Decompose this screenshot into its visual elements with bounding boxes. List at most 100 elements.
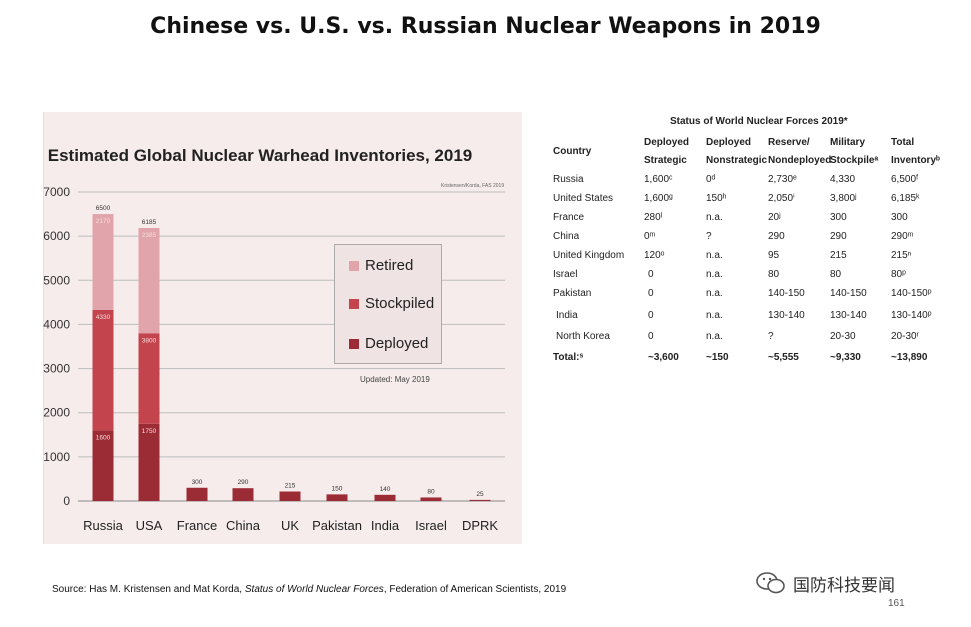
bar-total-label: 6185 xyxy=(142,219,157,226)
y-tick-label: 3000 xyxy=(43,362,70,376)
legend-label: Stockpiled xyxy=(365,295,435,312)
table-row: Pakistan 0 n.a. 140-150 140-150 140-150ᵖ xyxy=(550,288,950,306)
brand-name: 国防科技要闻 xyxy=(793,575,895,595)
table-cell: China xyxy=(553,231,580,242)
bar-retired xyxy=(138,227,160,334)
table-cell: 290ᵐ xyxy=(891,231,914,242)
table-header-cell: Country xyxy=(553,146,592,157)
bar-data-label: 140 xyxy=(380,486,391,493)
table-cell: United States xyxy=(553,193,614,204)
y-tick-label: 5000 xyxy=(43,273,70,287)
x-tick-label: India xyxy=(371,518,400,533)
table-cell: 120ᵒ xyxy=(644,250,665,261)
bar-data-label: 2170 xyxy=(96,218,111,225)
chart-panel xyxy=(43,112,522,544)
table-cell: North Korea xyxy=(556,331,610,342)
bar-data-label: 4330 xyxy=(96,314,111,321)
table-cell: 130-140 xyxy=(768,310,805,321)
x-tick-label: DPRK xyxy=(462,518,498,533)
table-cell: 300 xyxy=(830,212,847,223)
chart-title: Estimated Global Nuclear Warhead Invento… xyxy=(47,146,473,165)
table-cell: 20-30 xyxy=(830,331,856,342)
x-tick-label: Pakistan xyxy=(312,518,362,533)
x-tick-label: USA xyxy=(136,518,163,533)
slide-title: Chinese vs. U.S. vs. Russian Nuclear Wea… xyxy=(150,14,821,39)
y-tick-label: 2000 xyxy=(43,406,70,420)
table-cell: 1,600ᵍ xyxy=(644,193,673,204)
table-cell: 290 xyxy=(830,231,847,242)
table-cell: India xyxy=(556,310,578,321)
table-header-cell: Reserve/ xyxy=(768,137,810,148)
x-tick-label: UK xyxy=(281,518,299,533)
legend-label: Retired xyxy=(365,257,414,274)
table-cell: France xyxy=(553,212,585,223)
legend-swatch-stockpiled xyxy=(349,298,359,309)
y-tick-label: 1000 xyxy=(43,450,70,464)
table-row: India 0 n.a. 130-140 130-140 130-140ᵖ xyxy=(550,310,950,328)
x-tick-label: Israel xyxy=(415,518,447,533)
table-cell: 0ᵈ xyxy=(706,174,716,185)
bar-data-label: 3800 xyxy=(142,337,157,344)
table-cell: 150ʰ xyxy=(706,193,727,204)
table-cell: n.a. xyxy=(706,250,723,261)
table-cell: 140-150 xyxy=(830,288,867,299)
table-cell: 130-140ᵖ xyxy=(891,310,932,321)
updated-note: Updated: May 2019 xyxy=(360,375,430,384)
chart-legend: Retired Stockpiled Deployed xyxy=(334,244,442,364)
table-cell: 0 xyxy=(648,288,654,299)
legend-item-retired: Retired xyxy=(349,257,413,274)
chart-credit: Kristensen/Korda, FAS 2019 xyxy=(441,183,505,189)
y-tick-label: 0 xyxy=(63,494,70,508)
table-cell: ~9,330 xyxy=(830,352,861,363)
legend-label: Deployed xyxy=(365,335,429,352)
table-row: North Korea 0 n.a.? 20-30 20-30ʳ xyxy=(550,331,950,349)
y-tick-label: 6000 xyxy=(43,229,70,243)
table-cell: 80 xyxy=(830,269,842,280)
table-header-cell: Nonstrategic xyxy=(706,155,768,166)
table-row: France 280ˡ n.a. 20ʲ 300 300 xyxy=(550,212,950,230)
table-row: Russia 1,600ᶜ 0ᵈ 2,730ᵉ 4,330 6,500ᶠ xyxy=(550,174,950,192)
table-cell: 6,185ᵏ xyxy=(891,193,920,204)
bar-data-label: 1750 xyxy=(142,428,157,435)
bar-deployed xyxy=(279,491,301,501)
table-cell: n.a. xyxy=(706,310,723,321)
table-header-cell: Military xyxy=(830,137,866,148)
bar-data-label: 25 xyxy=(476,491,484,498)
brand-watermark: 国防科技要闻 xyxy=(755,570,895,596)
source-citation: Source: Has M. Kristensen and Mat Korda,… xyxy=(52,584,566,595)
y-tick-label: 4000 xyxy=(43,317,70,331)
table-cell: n.a. xyxy=(706,212,723,223)
table-header-cell: Total xyxy=(891,137,915,148)
y-tick-label: 7000 xyxy=(43,185,70,199)
table-cell: 130-140 xyxy=(830,310,867,321)
wechat-logo-icon xyxy=(756,572,785,594)
table-cell: 140-150 xyxy=(768,288,805,299)
bar-data-label: 80 xyxy=(427,488,435,495)
source-title: Status of World Nuclear Forces xyxy=(244,584,384,595)
legend-swatch-deployed xyxy=(349,338,359,349)
table-row: Total:ˢ ~3,600 ~150 ~5,555 ~9,330 ~13,890 xyxy=(550,352,950,370)
legend-swatch-retired xyxy=(349,260,359,271)
table-cell: ~150 xyxy=(706,352,729,363)
table-cell: 280ˡ xyxy=(644,212,663,223)
table-cell: 20ʲ xyxy=(768,212,781,223)
table-header-cell: Deployed xyxy=(706,137,752,148)
bar-stockpiled xyxy=(92,309,114,431)
table-header-cell: Strategic xyxy=(644,155,687,166)
table-cell: Pakistan xyxy=(553,288,592,299)
table-cell: ~13,890 xyxy=(891,352,928,363)
table-cell: 290 xyxy=(768,231,785,242)
bar-deployed xyxy=(138,423,160,501)
table-cell: 215 xyxy=(830,250,847,261)
bar-deployed xyxy=(92,430,114,501)
bar-deployed xyxy=(374,494,396,501)
table-cell: 80 xyxy=(768,269,780,280)
x-tick-label: France xyxy=(177,518,217,533)
table-cell: 0 xyxy=(648,269,654,280)
bar-deployed xyxy=(469,499,491,501)
table-cell: United Kingdom xyxy=(553,250,625,261)
table-cell: n.a. xyxy=(706,269,723,280)
bar-data-label: 300 xyxy=(192,479,203,486)
table-cell: 0 xyxy=(648,331,654,342)
table-cell: 300 xyxy=(891,212,908,223)
